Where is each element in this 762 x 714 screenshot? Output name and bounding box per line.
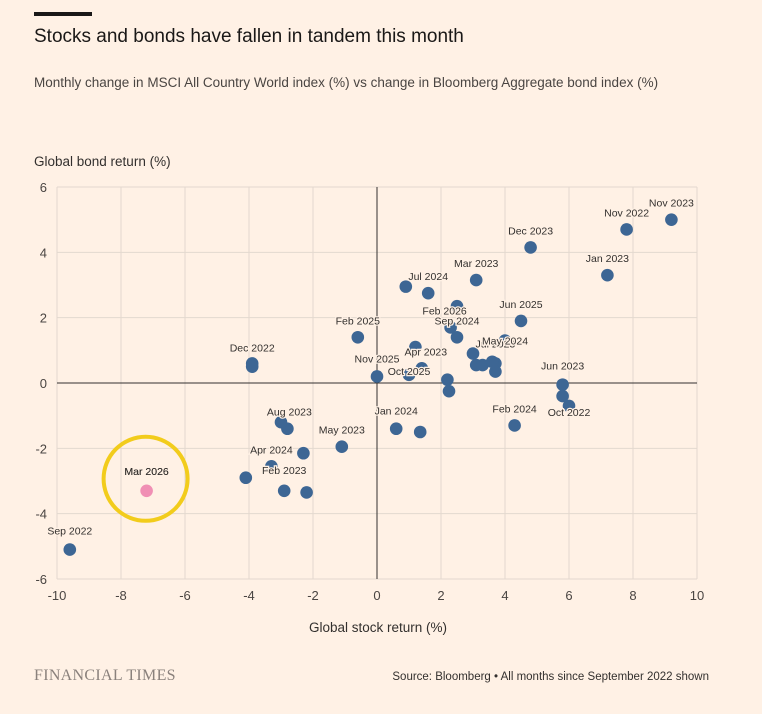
y-tick-label: 0 bbox=[40, 376, 47, 391]
point-label: Feb 2024 bbox=[492, 403, 537, 415]
scatter-point bbox=[239, 471, 253, 485]
point-label: Feb 2025 bbox=[336, 315, 381, 327]
scatter-point bbox=[556, 389, 569, 403]
point-label: Dec 2023 bbox=[508, 225, 553, 237]
top-rule bbox=[34, 12, 92, 16]
point-label: Aug 2023 bbox=[267, 407, 312, 419]
x-tick-label: 8 bbox=[629, 588, 636, 603]
scatter-point bbox=[63, 543, 77, 556]
scatter-point bbox=[444, 321, 457, 334]
x-tick-label: 10 bbox=[690, 588, 704, 603]
scatter-point bbox=[370, 370, 384, 383]
scatter-point bbox=[508, 419, 521, 432]
point-label: Apr 2024 bbox=[250, 444, 293, 456]
y-tick-label: 4 bbox=[40, 245, 47, 260]
point-label: May 2024 bbox=[482, 336, 528, 348]
point-label: Jan 2024 bbox=[375, 406, 418, 418]
scatter-point bbox=[245, 360, 259, 373]
point-label: Dec 2022 bbox=[230, 342, 275, 354]
point-label: Jul 2023 bbox=[476, 338, 516, 350]
point-label: May 2023 bbox=[319, 425, 365, 437]
point-label: Mar 2023 bbox=[454, 258, 499, 270]
point-label: Jun 2023 bbox=[541, 361, 584, 373]
scatter-point bbox=[498, 334, 512, 347]
scatter-point bbox=[665, 213, 678, 226]
point-label: Feb 2026 bbox=[422, 305, 467, 317]
y-tick-label: -2 bbox=[35, 441, 47, 456]
scatter-point bbox=[469, 273, 483, 287]
scatter-point bbox=[402, 368, 416, 382]
x-axis-title: Global stock return (%) bbox=[309, 620, 447, 635]
scatter-point bbox=[441, 373, 454, 387]
scatter-point bbox=[556, 378, 569, 391]
scatter-point bbox=[265, 460, 278, 473]
point-label: Jun 2025 bbox=[499, 299, 542, 311]
scatter-point bbox=[409, 340, 422, 354]
scatter-point bbox=[415, 362, 429, 375]
scatter-point bbox=[489, 365, 502, 378]
point-label: Sep 2022 bbox=[47, 526, 92, 538]
highlight-group: Mar 2026 bbox=[101, 434, 190, 523]
scatter-point bbox=[601, 268, 614, 282]
highlight-label: Mar 2026 bbox=[124, 466, 169, 478]
point-label: Jan 2023 bbox=[586, 253, 629, 265]
scatter-point bbox=[300, 486, 313, 499]
point-label: Oct 2025 bbox=[388, 366, 431, 378]
point-label: Mar 2026 bbox=[124, 466, 169, 478]
x-tick-label: 2 bbox=[437, 588, 444, 603]
scatter-point bbox=[485, 355, 499, 369]
scatter-point bbox=[277, 484, 291, 498]
x-tick-label: -10 bbox=[48, 588, 67, 603]
x-tick-label: -6 bbox=[179, 588, 191, 603]
scatter-point bbox=[524, 241, 537, 254]
x-tick-label: -2 bbox=[307, 588, 319, 603]
scatter-chart: -10 -8 -6 -4 -2 0 2 4 6 8 10 -6 -4 -2 0 2 4 6 Sep 2022 Oct… bbox=[35, 180, 704, 635]
source-note: Source: Bloomberg • All months since Sep… bbox=[392, 671, 709, 683]
scatter-point bbox=[389, 422, 403, 436]
y-tick-label: 2 bbox=[40, 311, 47, 326]
scatter-point bbox=[620, 223, 633, 236]
scatter-point bbox=[476, 358, 489, 372]
tick-labels: -10 -8 -6 -4 -2 0 2 4 6 8 10 -6 -4 -2 0 2 4 6 bbox=[35, 180, 704, 603]
point-labels: Sep 2022 Oct 2022 Nov 2022 Dec 2022 Jan 2023… bbox=[46, 196, 695, 538]
y-axis-title: Global bond return (%) bbox=[34, 154, 171, 169]
scatter-point bbox=[297, 446, 310, 460]
x-tick-label: -8 bbox=[115, 588, 127, 603]
y-tick-label: -6 bbox=[35, 572, 47, 587]
highlight-point bbox=[140, 484, 153, 498]
highlight-ring bbox=[101, 434, 190, 523]
chart-subtitle: Monthly change in MSCI All Country World… bbox=[34, 75, 659, 90]
scatter-point bbox=[514, 314, 528, 328]
x-tick-label: 6 bbox=[565, 588, 572, 603]
point-label: Nov 2022 bbox=[604, 207, 649, 219]
x-tick-label: 0 bbox=[373, 588, 380, 603]
scatter-point bbox=[442, 384, 456, 398]
y-tick-label: 6 bbox=[40, 180, 47, 195]
y-tick-label: -4 bbox=[35, 507, 47, 522]
point-label: Apr 2023 bbox=[404, 346, 447, 358]
scatter-point bbox=[450, 299, 464, 313]
ft-logo: FINANCIAL TIMES bbox=[34, 667, 176, 684]
data-points bbox=[63, 213, 678, 556]
chart-title: Stocks and bonds have fallen in tandem t… bbox=[34, 26, 464, 47]
scatter-point bbox=[335, 440, 349, 454]
scatter-point bbox=[399, 280, 413, 293]
point-label: Nov 2025 bbox=[355, 353, 400, 365]
scatter-point bbox=[274, 415, 288, 429]
scatter-point bbox=[351, 330, 365, 344]
point-label: Oct 2022 bbox=[548, 407, 591, 419]
x-tick-label: 4 bbox=[501, 588, 508, 603]
scatter-point bbox=[562, 399, 576, 413]
scatter-point bbox=[413, 425, 427, 439]
zero-axes bbox=[57, 187, 697, 579]
x-tick-label: -4 bbox=[243, 588, 255, 603]
point-label: Jul 2024 bbox=[408, 271, 448, 283]
point-label: Sep 2024 bbox=[435, 315, 480, 327]
scatter-point bbox=[450, 330, 464, 344]
scatter-point bbox=[421, 286, 435, 300]
scatter-point bbox=[466, 347, 480, 360]
point-label: Feb 2023 bbox=[262, 465, 307, 477]
point-label: Nov 2023 bbox=[649, 198, 694, 210]
